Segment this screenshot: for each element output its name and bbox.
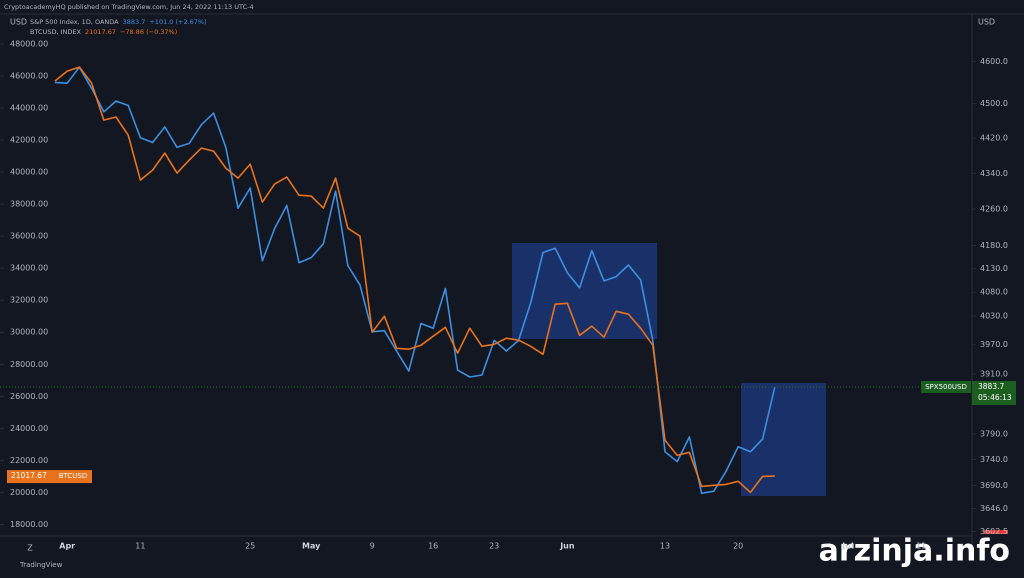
price-box — [972, 381, 1016, 406]
y2-tick-label: 4080.0 — [980, 288, 1008, 297]
y-tick-label: 24000.00 — [10, 424, 48, 433]
y2-tick-label: 4260.0 — [980, 205, 1008, 214]
price-value: 21017.67 — [11, 471, 47, 480]
x-tick-label: 11 — [135, 542, 145, 551]
x-tick-label: May — [302, 542, 321, 551]
y2-tick-label: 3740.0 — [980, 455, 1008, 464]
legend-value: 21017.67 — [85, 28, 116, 36]
y2-axis-label: USD — [978, 18, 995, 27]
legend-name: BTCUSD, INDEX — [30, 28, 81, 36]
y2-tick-label: 4030.0 — [980, 311, 1008, 320]
x-tick-label: 16 — [428, 542, 438, 551]
tag-box — [55, 470, 92, 484]
highlight-box — [741, 383, 826, 496]
y2-tick-label: 4500.0 — [980, 99, 1008, 108]
y2-tick-label: 3790.0 — [980, 429, 1008, 438]
y-tick-label: 40000.00 — [10, 168, 48, 177]
x-tick-label: 13 — [660, 542, 670, 551]
price-box — [7, 470, 55, 484]
y-tick-label: 30000.00 — [10, 328, 48, 337]
y2-tick-label: 3602.5 — [980, 527, 1008, 536]
y-tick-label: 26000.00 — [10, 392, 48, 401]
y-tick-label: 28000.00 — [10, 360, 48, 369]
y-tick-label: 18000.00 — [10, 520, 48, 529]
y2-tick-label: 4130.0 — [980, 264, 1008, 273]
highlight-box — [512, 243, 657, 339]
publisher: CryptoacademyHQ published on TradingView… — [4, 3, 254, 11]
y-tick-label: 34000.00 — [10, 264, 48, 273]
y-tick-label: 22000.00 — [10, 456, 48, 465]
price-marker — [984, 530, 1008, 534]
y2-tick-label: 4420.0 — [980, 134, 1008, 143]
series-line — [54, 66, 775, 494]
zoom-button[interactable]: Z — [27, 544, 33, 553]
series-tag: BTCUSD — [59, 472, 88, 480]
y-tick-label: 48000.00 — [10, 40, 48, 49]
brand: TradingView — [19, 561, 63, 569]
legend-change: +101.0 (+2.67%) — [149, 18, 206, 26]
x-tick-label: 25 — [245, 542, 255, 551]
y2-tick-label: 3910.0 — [980, 370, 1008, 379]
price-value: 3883.7 — [978, 382, 1004, 391]
y-tick-label: 20000.00 — [10, 488, 48, 497]
series-tag: SPX500USD — [925, 383, 967, 391]
y-tick-label: 36000.00 — [10, 232, 48, 241]
x-tick-label: 20 — [733, 542, 743, 551]
y-tick-label: 46000.00 — [10, 72, 48, 81]
legend-change: −78.86 (−0.37%) — [120, 28, 177, 36]
x-tick-label: Apr — [59, 542, 75, 551]
y2-tick-label: 3970.0 — [980, 340, 1008, 349]
y-axis-label: USD — [10, 18, 27, 27]
x-tick-label: 9 — [370, 542, 375, 551]
y2-tick-label: 4180.0 — [980, 241, 1008, 250]
y2-tick-label: 3690.0 — [980, 481, 1008, 490]
x-tick-label: 23 — [489, 542, 499, 551]
y-tick-label: 38000.00 — [10, 200, 48, 209]
countdown: 05:46:13 — [978, 393, 1012, 402]
legend-value: 3883.7 — [123, 18, 146, 26]
y-tick-label: 42000.00 — [10, 136, 48, 145]
legend-name: S&P 500 Index, 1D, OANDA — [30, 18, 119, 26]
x-tick-label: Jul — [841, 542, 854, 551]
y2-tick-label: 4600.0 — [980, 57, 1008, 66]
y2-tick-label: 4340.0 — [980, 169, 1008, 178]
watermark: arzinja.info — [819, 534, 1010, 569]
x-tick-label: 11 — [916, 542, 926, 551]
tag-box — [921, 381, 971, 394]
y-tick-label: 32000.00 — [10, 296, 48, 305]
y2-tick-label: 3646.0 — [980, 504, 1008, 513]
y-tick-label: 44000.00 — [10, 104, 48, 113]
x-tick-label: Jun — [559, 542, 575, 551]
